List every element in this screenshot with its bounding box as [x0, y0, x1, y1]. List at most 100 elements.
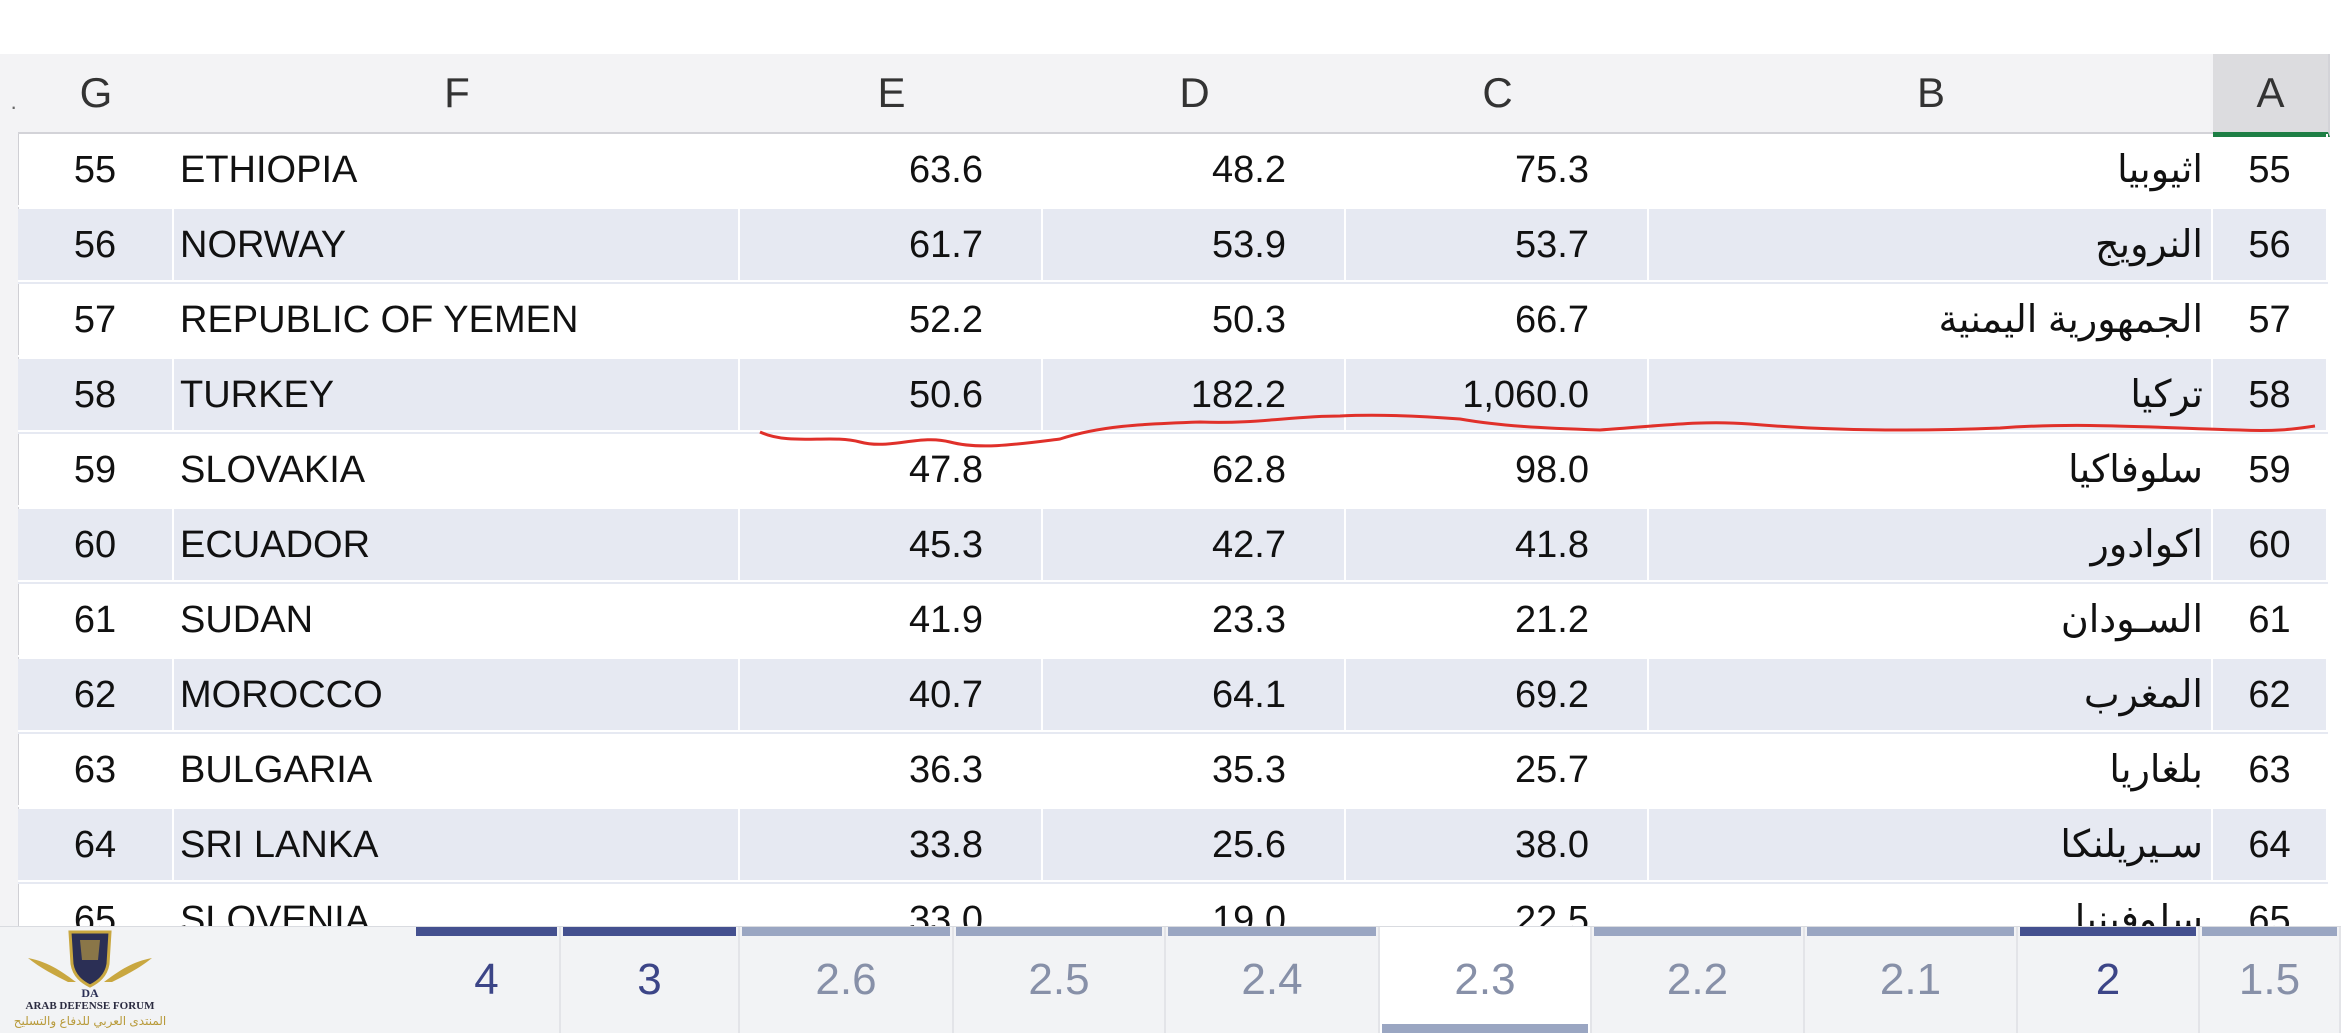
- cell-d[interactable]: 25.6: [1043, 809, 1346, 882]
- cell-a[interactable]: 64: [2213, 809, 2328, 882]
- sheet-tab-label: 2.5: [1028, 955, 1090, 1004]
- cell-c[interactable]: 21.2: [1346, 584, 1649, 657]
- cell-a[interactable]: 61: [2213, 584, 2328, 657]
- cell-d[interactable]: 35.3: [1043, 734, 1346, 807]
- cell-g[interactable]: 61: [18, 584, 174, 657]
- cell-e[interactable]: 50.6: [740, 359, 1043, 432]
- cell-e[interactable]: 63.6: [740, 134, 1043, 207]
- cell-d[interactable]: 53.9: [1043, 209, 1346, 282]
- cell-e[interactable]: 47.8: [740, 434, 1043, 507]
- sheet-tab[interactable]: 2.2: [1592, 927, 1805, 1033]
- cell-f[interactable]: MOROCCO: [174, 659, 740, 732]
- cell-g[interactable]: 60: [18, 509, 174, 582]
- sheet-tab[interactable]: 2.3: [1380, 927, 1592, 1033]
- cell-e[interactable]: 45.3: [740, 509, 1043, 582]
- cell-e[interactable]: 36.3: [740, 734, 1043, 807]
- cell-e[interactable]: 40.7: [740, 659, 1043, 732]
- cell-d[interactable]: 182.2: [1043, 359, 1346, 432]
- cell-g[interactable]: 59: [18, 434, 174, 507]
- cell-c[interactable]: 25.7: [1346, 734, 1649, 807]
- cell-c[interactable]: 53.7: [1346, 209, 1649, 282]
- cell-b[interactable]: سلوفاكيا: [1649, 434, 2213, 507]
- cell-b[interactable]: النرويج: [1649, 209, 2213, 282]
- sheet-tab-label: 4: [474, 955, 499, 1004]
- cell-a[interactable]: 65: [2213, 884, 2328, 926]
- cell-d[interactable]: 64.1: [1043, 659, 1346, 732]
- cell-c[interactable]: 41.8: [1346, 509, 1649, 582]
- spreadsheet-grid[interactable]: · G F E D C B A 55 ETHIOPIA 63.6 48.2 75.3 اث…: [0, 54, 2341, 926]
- sheet-tab[interactable]: 1.5: [2200, 927, 2341, 1033]
- cell-d[interactable]: 48.2: [1043, 134, 1346, 207]
- cell-a[interactable]: 59: [2213, 434, 2328, 507]
- cell-f[interactable]: ETHIOPIA: [174, 134, 740, 207]
- sheet-tab-label: 2: [2095, 955, 2121, 1004]
- column-header-d[interactable]: D: [1043, 54, 1348, 134]
- cell-b[interactable]: سـيريلنكا: [1649, 809, 2213, 882]
- cell-f[interactable]: SRI LANKA: [174, 809, 740, 882]
- sheet-tab[interactable]: 2.4: [1166, 927, 1380, 1033]
- cell-g[interactable]: 57: [18, 284, 174, 357]
- cell-g[interactable]: 64: [18, 809, 174, 882]
- cell-g[interactable]: 58: [18, 359, 174, 432]
- cell-c[interactable]: 98.0: [1346, 434, 1649, 507]
- cell-e[interactable]: 52.2: [740, 284, 1043, 357]
- cell-b[interactable]: اثيوبيا: [1649, 134, 2213, 207]
- cell-f[interactable]: NORWAY: [174, 209, 740, 282]
- cell-g[interactable]: 63: [18, 734, 174, 807]
- cell-d[interactable]: 50.3: [1043, 284, 1346, 357]
- cell-e[interactable]: 41.9: [740, 584, 1043, 657]
- cell-b[interactable]: السـودان: [1649, 584, 2213, 657]
- column-header-c[interactable]: C: [1346, 54, 1651, 134]
- cell-b[interactable]: بلغاريا: [1649, 734, 2213, 807]
- cell-b[interactable]: الجمهورية اليمنية: [1649, 284, 2213, 357]
- column-header-f[interactable]: F: [174, 54, 742, 134]
- cell-a[interactable]: 62: [2213, 659, 2328, 732]
- sheet-tab[interactable]: 2: [2018, 927, 2200, 1033]
- cell-c[interactable]: 22.5: [1346, 884, 1649, 926]
- cell-c[interactable]: 1,060.0: [1346, 359, 1649, 432]
- cell-g[interactable]: 55: [18, 134, 174, 207]
- column-header-g[interactable]: G: [18, 54, 176, 134]
- cell-d[interactable]: 23.3: [1043, 584, 1346, 657]
- cell-f[interactable]: TURKEY: [174, 359, 740, 432]
- sheet-tab[interactable]: 2.1: [1805, 927, 2018, 1033]
- cell-f[interactable]: SUDAN: [174, 584, 740, 657]
- cell-a[interactable]: 63: [2213, 734, 2328, 807]
- sheet-tab[interactable]: 2.5: [954, 927, 1166, 1033]
- column-header-e[interactable]: E: [740, 54, 1045, 134]
- cell-b[interactable]: اكوادور: [1649, 509, 2213, 582]
- cell-c[interactable]: 38.0: [1346, 809, 1649, 882]
- column-header-b[interactable]: B: [1649, 54, 2215, 134]
- cell-a[interactable]: 58: [2213, 359, 2328, 432]
- sheet-tab[interactable]: 4: [414, 927, 561, 1033]
- cell-g[interactable]: 65: [18, 884, 174, 926]
- cell-d[interactable]: 19.0: [1043, 884, 1346, 926]
- cell-d[interactable]: 42.7: [1043, 509, 1346, 582]
- column-header-a[interactable]: A: [2213, 54, 2330, 137]
- cell-e[interactable]: 61.7: [740, 209, 1043, 282]
- cell-c[interactable]: 75.3: [1346, 134, 1649, 207]
- cell-b[interactable]: سلوفينيا: [1649, 884, 2213, 926]
- cell-g[interactable]: 62: [18, 659, 174, 732]
- cell-d[interactable]: 62.8: [1043, 434, 1346, 507]
- cell-f[interactable]: REPUBLIC OF YEMEN: [174, 284, 740, 357]
- cell-f[interactable]: ECUADOR: [174, 509, 740, 582]
- cell-b[interactable]: المغرب: [1649, 659, 2213, 732]
- cell-c[interactable]: 66.7: [1346, 284, 1649, 357]
- cell-f[interactable]: SLOVENIA: [174, 884, 740, 926]
- cell-c[interactable]: 69.2: [1346, 659, 1649, 732]
- cell-f[interactable]: BULGARIA: [174, 734, 740, 807]
- sheet-tab-label: 2.3: [1454, 955, 1516, 1004]
- sheet-tab[interactable]: 3: [561, 927, 740, 1033]
- cell-a[interactable]: 57: [2213, 284, 2328, 357]
- cell-b[interactable]: تركيا: [1649, 359, 2213, 432]
- cell-a[interactable]: 55: [2213, 134, 2328, 207]
- cell-a[interactable]: 56: [2213, 209, 2328, 282]
- cell-g[interactable]: 56: [18, 209, 174, 282]
- cell-e[interactable]: 33.8: [740, 809, 1043, 882]
- sheet-tab[interactable]: 2.6: [740, 927, 954, 1033]
- logo-text-english: ARAB DEFENSE FORUM: [25, 1000, 155, 1012]
- cell-a[interactable]: 60: [2213, 509, 2328, 582]
- cell-e[interactable]: 33.0: [740, 884, 1043, 926]
- cell-f[interactable]: SLOVAKIA: [174, 434, 740, 507]
